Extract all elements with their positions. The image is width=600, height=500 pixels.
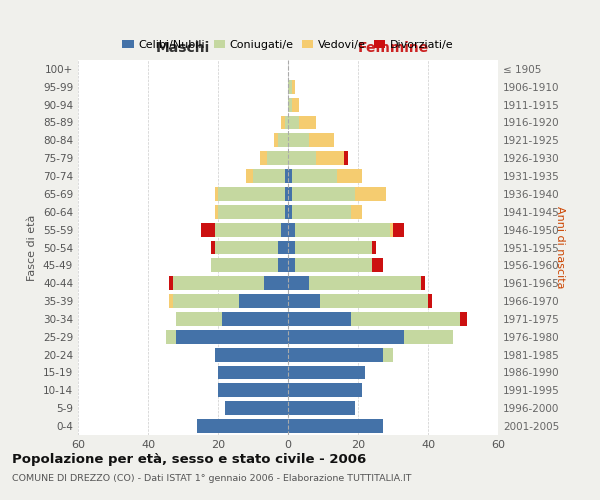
Legend: Celibi/Nubili, Coniugati/e, Vedovi/e, Divorziati/e: Celibi/Nubili, Coniugati/e, Vedovi/e, Di… (118, 36, 458, 54)
Bar (337, 169, 361, 183)
Bar (288, 187, 292, 201)
Y-axis label: Anni di nascita: Anni di nascita (555, 206, 565, 289)
Bar (274, 134, 277, 147)
Bar (393, 222, 404, 236)
Bar (351, 312, 460, 326)
Bar (288, 151, 316, 165)
Bar (288, 134, 309, 147)
Bar (253, 169, 284, 183)
Bar (277, 134, 288, 147)
Text: Maschi: Maschi (156, 40, 210, 54)
Bar (218, 205, 284, 219)
Bar (267, 151, 288, 165)
Bar (288, 276, 309, 290)
Bar (344, 151, 347, 165)
Bar (421, 276, 425, 290)
Bar (316, 151, 344, 165)
Bar (288, 169, 292, 183)
Bar (404, 330, 452, 344)
Bar (281, 222, 288, 236)
Bar (284, 116, 288, 130)
Bar (200, 222, 215, 236)
Bar (211, 258, 277, 272)
Bar (288, 419, 383, 433)
Bar (320, 294, 428, 308)
Bar (351, 205, 361, 219)
Bar (288, 98, 292, 112)
Text: Popolazione per età, sesso e stato civile - 2006: Popolazione per età, sesso e stato civil… (12, 452, 366, 466)
Bar (288, 294, 320, 308)
Bar (288, 222, 295, 236)
Bar (372, 258, 383, 272)
Bar (277, 240, 288, 254)
Bar (295, 222, 389, 236)
Bar (288, 258, 295, 272)
Bar (263, 276, 288, 290)
Bar (215, 222, 281, 236)
Bar (292, 80, 295, 94)
Bar (176, 312, 221, 326)
Bar (372, 240, 376, 254)
Bar (288, 80, 292, 94)
Bar (173, 276, 263, 290)
Bar (299, 116, 316, 130)
Bar (288, 366, 365, 380)
Bar (292, 187, 355, 201)
Bar (460, 312, 467, 326)
Bar (292, 169, 337, 183)
Bar (173, 294, 239, 308)
Bar (218, 366, 288, 380)
Bar (295, 240, 372, 254)
Bar (218, 187, 284, 201)
Bar (246, 169, 253, 183)
Bar (221, 312, 288, 326)
Bar (288, 330, 404, 344)
Bar (309, 134, 334, 147)
Bar (176, 330, 288, 344)
Bar (288, 240, 295, 254)
Bar (284, 169, 288, 183)
Bar (309, 276, 421, 290)
Bar (288, 384, 361, 398)
Bar (295, 258, 372, 272)
Bar (284, 205, 288, 219)
Bar (277, 258, 288, 272)
Bar (169, 294, 173, 308)
Bar (197, 419, 288, 433)
Bar (383, 348, 393, 362)
Bar (284, 187, 288, 201)
Bar (218, 384, 288, 398)
Bar (169, 276, 173, 290)
Bar (428, 294, 431, 308)
Bar (166, 330, 176, 344)
Y-axis label: Fasce di età: Fasce di età (28, 214, 37, 280)
Bar (215, 348, 288, 362)
Text: COMUNE DI DREZZO (CO) - Dati ISTAT 1° gennaio 2006 - Elaborazione TUTTITALIA.IT: COMUNE DI DREZZO (CO) - Dati ISTAT 1° ge… (12, 474, 412, 483)
Text: Femmine: Femmine (358, 40, 428, 54)
Bar (215, 187, 218, 201)
Bar (355, 187, 386, 201)
Bar (281, 116, 284, 130)
Bar (292, 98, 299, 112)
Bar (260, 151, 267, 165)
Bar (225, 401, 288, 415)
Bar (211, 240, 215, 254)
Bar (215, 240, 277, 254)
Bar (288, 312, 351, 326)
Bar (215, 205, 218, 219)
Bar (292, 205, 351, 219)
Bar (288, 205, 292, 219)
Bar (288, 116, 299, 130)
Bar (288, 348, 383, 362)
Bar (239, 294, 288, 308)
Bar (389, 222, 393, 236)
Bar (288, 401, 355, 415)
